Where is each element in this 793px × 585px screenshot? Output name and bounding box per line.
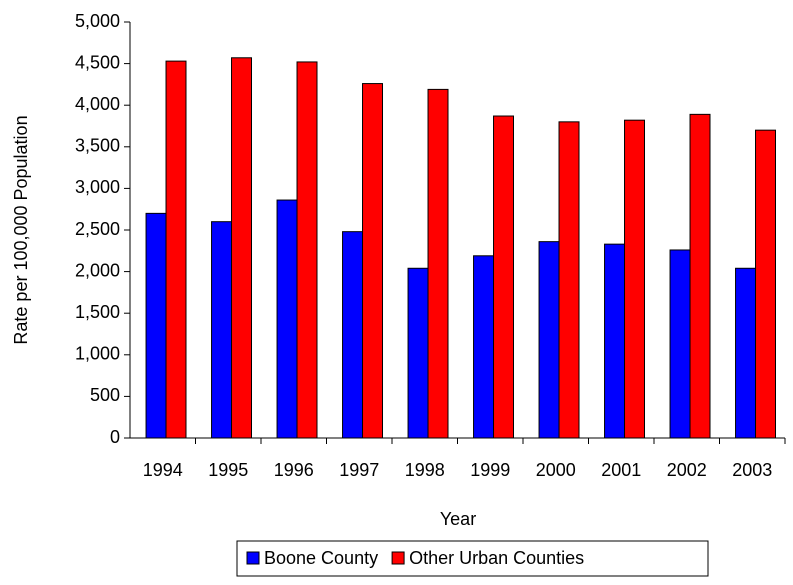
bar	[473, 255, 495, 439]
bar	[362, 83, 384, 439]
bar	[165, 60, 187, 439]
legend-swatch	[246, 551, 260, 565]
x-tick-label: 1994	[143, 460, 183, 480]
x-tick-label: 1995	[208, 460, 248, 480]
y-tick-label: 4,500	[75, 52, 120, 72]
x-tick-label: 1999	[470, 460, 510, 480]
x-tick-label: 2001	[601, 460, 641, 480]
bar	[211, 221, 233, 439]
bar	[689, 113, 711, 439]
x-tick-label: 2000	[536, 460, 576, 480]
bar	[755, 129, 777, 439]
bar	[231, 57, 253, 439]
legend-swatch	[391, 551, 405, 565]
bar	[407, 267, 429, 439]
bar	[604, 243, 626, 439]
x-tick-label: 1996	[274, 460, 314, 480]
bar	[427, 88, 449, 439]
bar	[493, 115, 515, 439]
y-tick-label: 3,500	[75, 136, 120, 156]
y-tick-label: 1,000	[75, 344, 120, 364]
bar	[669, 249, 691, 439]
x-axis-label: Year	[440, 509, 476, 529]
bar	[735, 267, 757, 439]
bar	[276, 199, 298, 439]
y-tick-label: 5,000	[75, 11, 120, 31]
y-tick-label: 500	[90, 385, 120, 405]
y-tick-label: 0	[110, 427, 120, 447]
bar	[296, 61, 318, 439]
bar	[558, 121, 580, 439]
x-tick-label: 1997	[339, 460, 379, 480]
y-tick-label: 2,000	[75, 260, 120, 280]
y-tick-label: 2,500	[75, 219, 120, 239]
bar	[538, 241, 560, 439]
legend-label: Boone County	[264, 548, 378, 568]
bar	[624, 119, 646, 439]
x-tick-label: 2002	[667, 460, 707, 480]
bar	[145, 212, 167, 439]
y-tick-label: 1,500	[75, 302, 120, 322]
x-tick-label: 1998	[405, 460, 445, 480]
x-tick-label: 2003	[732, 460, 772, 480]
bar	[342, 231, 364, 439]
legend-box	[236, 540, 709, 577]
legend-label: Other Urban Counties	[409, 548, 584, 568]
y-tick-label: 4,000	[75, 94, 120, 114]
y-tick-label: 3,000	[75, 177, 120, 197]
y-axis-label: Rate per 100,000 Population	[11, 115, 31, 344]
